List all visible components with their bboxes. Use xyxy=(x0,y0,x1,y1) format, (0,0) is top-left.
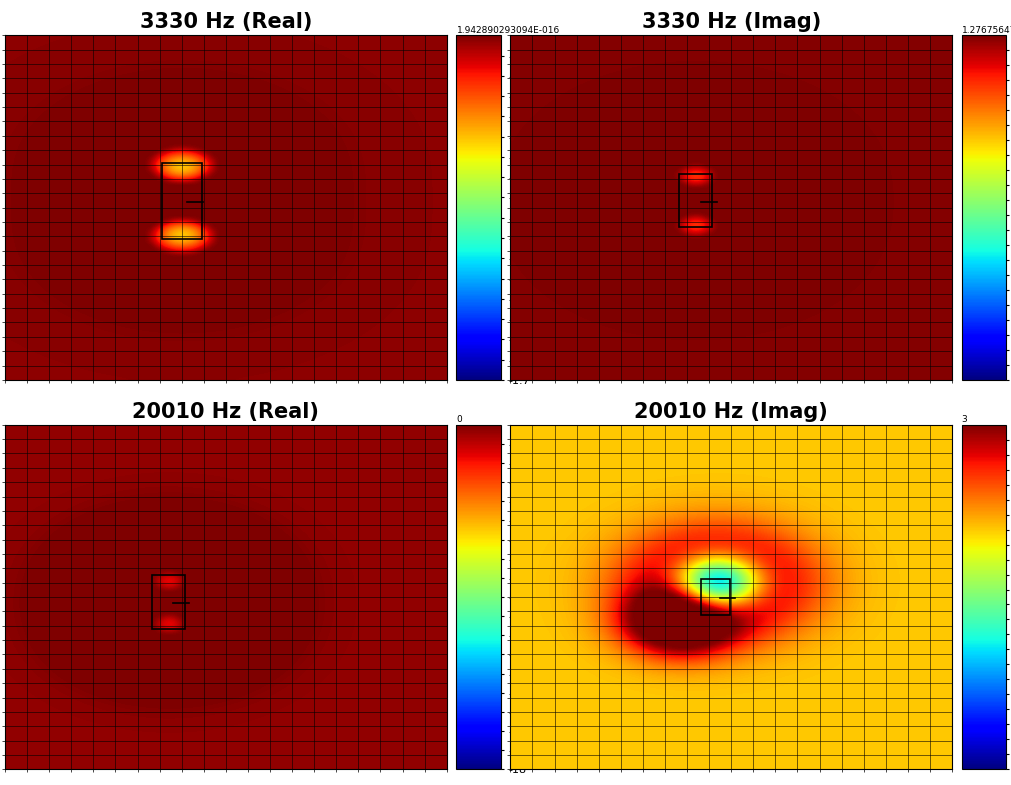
Text: 3: 3 xyxy=(961,415,968,424)
Text: 0: 0 xyxy=(457,415,462,424)
Title: 3330 Hz (Real): 3330 Hz (Real) xyxy=(140,13,312,32)
Title: 3330 Hz (Imag): 3330 Hz (Imag) xyxy=(642,13,821,32)
Bar xyxy=(152,575,185,629)
Text: 1.942890293094E-016: 1.942890293094E-016 xyxy=(457,26,560,35)
Text: 1.2767564783189E-015: 1.2767564783189E-015 xyxy=(961,26,1011,35)
Bar xyxy=(679,174,713,228)
Title: 20010 Hz (Real): 20010 Hz (Real) xyxy=(132,402,319,422)
Title: 20010 Hz (Imag): 20010 Hz (Imag) xyxy=(634,402,828,422)
Bar xyxy=(162,162,201,239)
Bar xyxy=(702,579,730,615)
